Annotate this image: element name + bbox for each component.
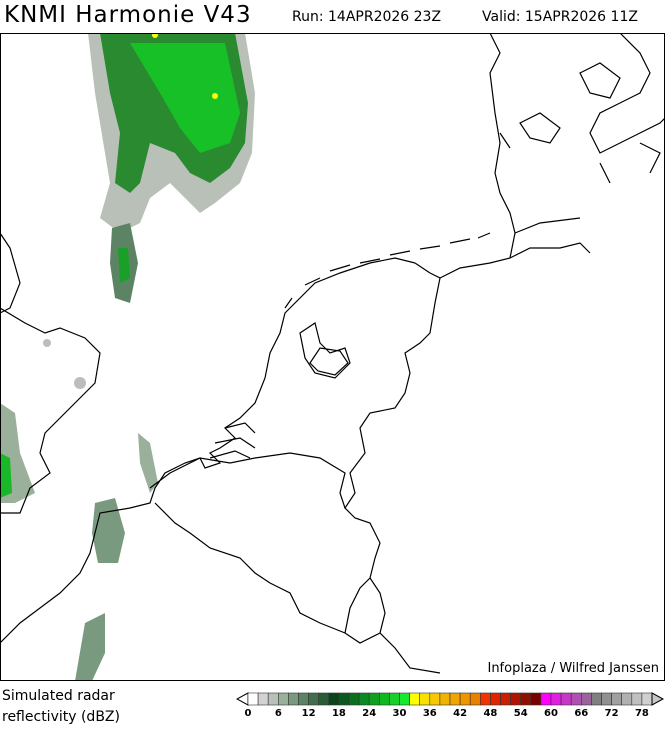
legend-title: Simulated radar reflectivity (dBZ) <box>2 686 120 728</box>
germany-coast <box>439 33 516 279</box>
colorbar-swatch <box>520 692 532 706</box>
nl-east-border <box>344 262 441 674</box>
colorbar-swatch <box>298 692 309 706</box>
radar-map <box>0 33 665 681</box>
legend-title-line2: reflectivity (dBZ) <box>2 709 120 725</box>
colorbar-swatch <box>500 692 511 706</box>
colorbar-swatch <box>368 692 380 706</box>
colorbar-swatch <box>308 692 319 706</box>
colorbar-tick-label: 0 <box>245 708 252 719</box>
netherlands-coast <box>0 257 416 644</box>
valid-time: Valid: 15APR2026 11Z <box>482 9 638 25</box>
colorbar-swatch <box>591 692 602 706</box>
coastlines-borders <box>0 33 665 674</box>
colorbar-tick-label: 24 <box>362 708 376 719</box>
map-credit: Infoplaza / Wilfred Janssen <box>487 661 659 676</box>
colorbar-swatch <box>358 692 370 706</box>
colorbar-swatch <box>550 692 562 706</box>
ijsselmeer <box>299 322 351 379</box>
colorbar-swatch <box>601 692 612 706</box>
colorbar-tick-label: 6 <box>275 708 282 719</box>
colorbar-tick-label: 66 <box>574 708 588 719</box>
colorbar-max-arrow <box>651 692 665 706</box>
colorbar-tick-label: 42 <box>453 708 467 719</box>
colorbar-tick-label: 12 <box>302 708 316 719</box>
colorbar-swatch <box>288 692 299 706</box>
colorbar-tick-label: 78 <box>635 708 649 719</box>
belgium-border <box>149 452 346 509</box>
colorbar-swatch <box>318 692 330 706</box>
colorbar-swatch <box>328 692 340 706</box>
uk-coast <box>0 307 101 514</box>
colorbar-swatch <box>429 692 441 706</box>
colorbar-swatch <box>469 692 481 706</box>
colorbar-swatch <box>510 692 522 706</box>
colorbar-swatch <box>257 692 269 706</box>
colorbar-swatch <box>389 692 400 706</box>
colorbar-swatch <box>631 692 643 706</box>
colorbar-swatch <box>560 692 572 706</box>
colorbar-swatch <box>449 692 461 706</box>
colorbar-tick-label: 60 <box>544 708 558 719</box>
colorbar-tick-label: 30 <box>393 708 407 719</box>
colorbar-swatch <box>348 692 360 706</box>
colorbar-swatch <box>338 692 350 706</box>
colorbar-swatch <box>267 692 279 706</box>
colorbar-swatch <box>247 692 259 706</box>
colorbar-tick-label: 48 <box>483 708 497 719</box>
colorbar-swatch <box>409 692 421 706</box>
wadden-islands <box>284 232 491 309</box>
colorbar-swatch <box>439 692 451 706</box>
colorbar-min-arrow <box>236 692 249 706</box>
colorbar-tick-label: 72 <box>605 708 619 719</box>
chart-title: KNMI Harmonie V43 <box>4 2 252 28</box>
colorbar-swatch <box>277 692 289 706</box>
colorbar-tick-label: 18 <box>332 708 346 719</box>
colorbar-swatch <box>459 692 471 706</box>
colorbar-swatch <box>570 692 582 706</box>
precip-light-green <box>130 43 240 153</box>
colorbar-swatch <box>540 692 552 706</box>
precip-belgium <box>92 498 125 563</box>
colorbar-swatch <box>530 692 542 706</box>
zeeland-islands <box>209 422 256 459</box>
colorbar: 0 6 12 18 24 30 36 42 48 54 60 66 72 78 <box>236 692 665 719</box>
colorbar-swatch <box>419 692 431 706</box>
colorbar-swatch <box>480 692 491 706</box>
colorbar-swatch <box>399 692 410 706</box>
colorbar-swatch <box>490 692 501 706</box>
colorbar-swatch <box>611 692 623 706</box>
colorbar-swatch <box>379 692 390 706</box>
colorbar-tick-label: 54 <box>514 708 528 719</box>
colorbar-tick-label: 36 <box>423 708 437 719</box>
legend-title-line1: Simulated radar <box>2 688 115 704</box>
colorbar-swatch <box>641 692 653 706</box>
colorbar-swatch <box>621 692 633 706</box>
precipitation <box>0 33 255 681</box>
colorbar-swatch <box>580 692 592 706</box>
precip-southwest <box>75 613 105 681</box>
run-time: Run: 14APR2026 23Z <box>292 9 442 25</box>
